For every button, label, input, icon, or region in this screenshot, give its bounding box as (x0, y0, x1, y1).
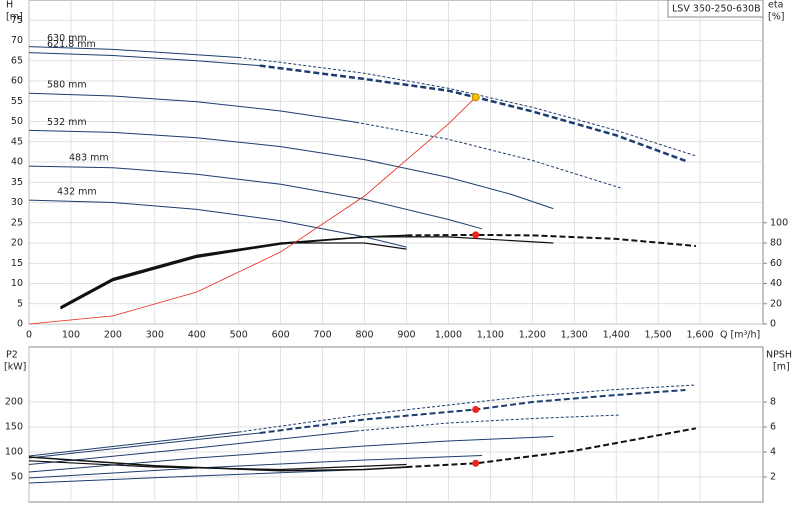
curve-label: 630 mm (47, 33, 87, 44)
chart-title: LSV 350-250-630B (672, 4, 761, 15)
curve (356, 414, 621, 432)
x-tick-label: 500 (230, 330, 248, 341)
y-tick-label: 40 (11, 157, 23, 168)
y-tick-label: 50 (11, 472, 23, 483)
curve (60, 242, 407, 308)
y-tick-label: 30 (11, 197, 23, 208)
y2-tick-label: 6 (770, 422, 776, 433)
curve (28, 455, 483, 479)
y-axis-unit: [m] (6, 12, 23, 23)
y-tick-label: 20 (11, 238, 23, 249)
y-tick-label: 25 (11, 217, 23, 228)
y-tick-label: 35 (11, 177, 23, 188)
x-tick-label: 1,200 (519, 330, 546, 341)
y2-tick-label: 60 (770, 258, 782, 269)
y2-tick-label: 80 (770, 238, 782, 249)
curve (60, 234, 407, 310)
curve (28, 432, 260, 459)
title-box (667, 0, 764, 18)
curve (28, 460, 407, 471)
curve (259, 64, 686, 162)
y2-axis-unit: [%] (768, 12, 784, 23)
y-tick-label: 150 (5, 422, 23, 433)
curve-label: 532 mm (47, 117, 87, 128)
y2-axis-unit: [m] (773, 362, 790, 373)
duty-point (472, 231, 480, 239)
y-tick-label: 45 (11, 136, 23, 147)
y-axis-label: H (6, 0, 13, 11)
x-tick-label: 400 (188, 330, 206, 341)
y-tick-label: 70 (11, 35, 23, 46)
x-tick-label: 700 (314, 330, 332, 341)
y2-tick-label: 4 (770, 447, 776, 458)
x-tick-label: 0 (26, 330, 32, 341)
x-tick-label: 300 (146, 330, 164, 341)
curve (28, 46, 239, 58)
x-tick-label: 1,300 (561, 330, 588, 341)
y-axis-unit: [kW] (4, 362, 26, 373)
y-tick-label: 5 (17, 298, 23, 309)
curve (238, 384, 696, 433)
y-tick-label: 200 (5, 397, 23, 408)
x-tick-label: 1,100 (477, 330, 504, 341)
curve (356, 121, 621, 189)
curve-label: 432 mm (57, 187, 97, 198)
curve (28, 431, 239, 457)
curve (259, 389, 686, 434)
y2-tick-label: 2 (770, 472, 776, 483)
duty-point (472, 459, 480, 467)
x-tick-label: 200 (104, 330, 122, 341)
y2-axis-label: NPSH (766, 350, 792, 361)
x-tick-label: 1,400 (603, 330, 630, 341)
curve (28, 96, 476, 325)
x-tick-label: 800 (355, 330, 373, 341)
duty-point (471, 93, 480, 102)
y2-tick-label: 20 (770, 298, 782, 309)
x-tick-label: 1,000 (435, 330, 462, 341)
y-tick-label: 60 (11, 76, 23, 87)
curve (406, 427, 697, 468)
y-tick-label: 65 (11, 55, 23, 66)
y-tick-label: 0 (17, 319, 23, 330)
x-tick-label: 900 (397, 330, 415, 341)
curve-label: 483 mm (69, 153, 109, 164)
curve-label: 621.8 mm (47, 39, 96, 50)
x-tick-label: 600 (272, 330, 290, 341)
y2-tick-label: 0 (770, 319, 776, 330)
curve (28, 92, 357, 123)
x-axis-label: Q [m³/h] (720, 330, 760, 341)
curve (28, 456, 407, 472)
x-tick-label: 1,600 (686, 330, 713, 341)
y2-tick-label: 100 (770, 217, 788, 228)
y2-tick-label: 40 (770, 278, 782, 289)
curve (28, 199, 407, 248)
y-axis-label: P2 (6, 350, 18, 361)
curve (406, 233, 696, 247)
curve-label: 580 mm (47, 80, 87, 91)
y-tick-label: 15 (11, 258, 23, 269)
curve (28, 129, 554, 210)
y-tick-label: 100 (5, 447, 23, 458)
x-tick-label: 100 (62, 330, 80, 341)
curve (28, 436, 554, 473)
curve (28, 430, 357, 465)
y-tick-label: 55 (11, 96, 23, 107)
curve (28, 165, 483, 230)
y-tick-label: 50 (11, 116, 23, 127)
y-tick-label: 10 (11, 278, 23, 289)
y-tick-label: 75 (11, 15, 23, 26)
curve (28, 52, 260, 67)
x-tick-label: 1,500 (645, 330, 672, 341)
y2-tick-label: 8 (770, 397, 776, 408)
duty-point (472, 406, 480, 413)
curve (238, 57, 697, 157)
y2-axis-label: eta (768, 0, 783, 11)
